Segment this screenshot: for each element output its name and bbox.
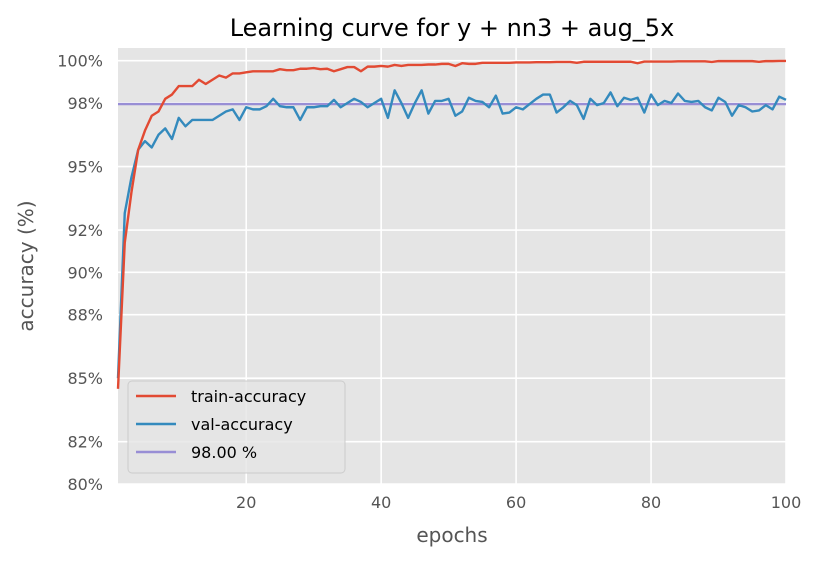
legend-label: val-accuracy xyxy=(191,415,293,434)
grid-lines xyxy=(118,48,787,485)
x-tick-label: 60 xyxy=(506,493,526,512)
y-tick-label: 88% xyxy=(67,306,103,325)
series-lines xyxy=(116,59,787,389)
y-tick-label: 92% xyxy=(67,221,103,240)
legend-box xyxy=(127,380,346,474)
y-tick-label: 82% xyxy=(67,433,103,452)
legend-label: 98.00 % xyxy=(191,443,257,462)
x-axis-label: epochs xyxy=(416,523,487,547)
legend: train-accuracy val-accuracy 98.00 % xyxy=(127,380,346,474)
x-tick-label: 40 xyxy=(371,493,391,512)
legend-label: train-accuracy xyxy=(191,387,306,406)
series-line-val-accuracy xyxy=(116,89,787,379)
tick-labels: 20 40 60 80 100 80% 82% 85% 88% 90% 92% 95% 98% 100% xyxy=(57,52,801,512)
y-tick-label: 100% xyxy=(57,52,103,71)
y-tick-label: 98% xyxy=(67,94,103,113)
y-tick-label: 80% xyxy=(67,475,103,494)
x-tick-label: 100 xyxy=(771,493,802,512)
y-tick-label: 85% xyxy=(67,369,103,388)
x-tick-label: 20 xyxy=(236,493,256,512)
y-axis-label: accuracy (%) xyxy=(14,200,38,331)
series-line-train-accuracy xyxy=(116,59,786,389)
x-tick-label: 80 xyxy=(641,493,661,512)
y-tick-label: 95% xyxy=(67,158,103,177)
chart-title: Learning curve for y + nn3 + aug_5x xyxy=(230,14,675,42)
y-tick-label: 90% xyxy=(67,263,103,282)
